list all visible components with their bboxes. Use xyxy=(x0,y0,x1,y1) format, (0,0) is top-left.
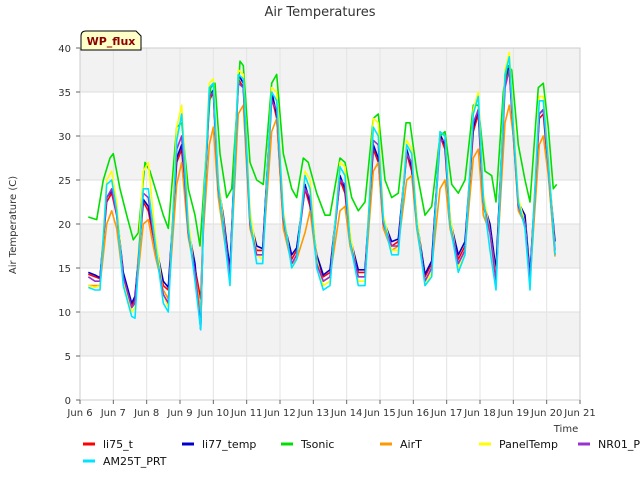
legend-item: PanelTemp xyxy=(479,438,558,451)
y-axis-title: Air Temperature (C) xyxy=(8,176,19,274)
legend-item: li77_temp xyxy=(182,438,256,451)
series-lines xyxy=(87,51,558,331)
series-line-tsonic xyxy=(88,60,558,247)
legend-label: Tsonic xyxy=(300,438,334,451)
plot-background xyxy=(80,48,580,400)
badge-label: WP_flux xyxy=(87,35,136,48)
x-tick-label: Jun 18 xyxy=(463,408,496,419)
legend-item: AM25T_PRT xyxy=(83,455,167,468)
plot-band xyxy=(80,136,580,180)
y-tick-label: 10 xyxy=(58,308,71,319)
legend-label: AM25T_PRT xyxy=(103,455,167,468)
x-tick-label: Jun 11 xyxy=(230,408,263,419)
x-tick-label: Jun 7 xyxy=(100,408,126,419)
x-tick-label: Jun 9 xyxy=(166,408,192,419)
y-axis-ticks: 0 5 10 15 20 25 30 35 40 xyxy=(58,44,80,407)
y-tick-label: 0 xyxy=(65,396,71,407)
x-tick-label: Jun 15 xyxy=(363,408,396,419)
y-tick-label: 20 xyxy=(58,220,71,231)
x-tick-label: Jun 20 xyxy=(530,408,563,419)
y-tick-label: 35 xyxy=(58,88,71,99)
legend-label: NR01_PRT xyxy=(598,438,640,451)
x-tick-label: Jun 6 xyxy=(66,408,92,419)
legend-item: AirT xyxy=(380,438,422,451)
x-tick-label: Jun 19 xyxy=(497,408,530,419)
x-tick-label: Jun 21 xyxy=(563,408,596,419)
y-tick-label: 15 xyxy=(58,264,71,275)
legend: li75_t li77_temp Tsonic AirT PanelTemp NR01_P… xyxy=(83,438,640,468)
legend-item: NR01_PRT xyxy=(578,438,640,451)
legend-label: AirT xyxy=(400,438,422,451)
station-badge: WP_flux xyxy=(80,30,142,51)
x-tick-label: Jun 10 xyxy=(197,408,230,419)
plot-band xyxy=(80,48,580,92)
legend-label: PanelTemp xyxy=(499,438,558,451)
plot-band xyxy=(80,312,580,356)
y-tick-label: 25 xyxy=(58,176,71,187)
legend-label: li75_t xyxy=(103,438,134,451)
legend-item: li75_t xyxy=(83,438,134,451)
badge-shape xyxy=(80,30,142,51)
y-tick-label: 40 xyxy=(58,44,71,55)
y-tick-label: 5 xyxy=(65,352,71,363)
x-tick-label: Jun 17 xyxy=(430,408,463,419)
chart-title: Air Temperatures xyxy=(264,5,375,20)
y-tick-label: 30 xyxy=(58,132,71,143)
x-tick-label: Jun 8 xyxy=(133,408,159,419)
x-tick-label: Jun 12 xyxy=(263,408,296,419)
legend-item: Tsonic xyxy=(281,438,334,451)
x-axis-ticks: Jun 6 Jun 7 Jun 8 Jun 9 Jun 10 Jun 11 Jun 12 Ju… xyxy=(66,400,596,419)
x-tick-label: Jun 13 xyxy=(297,408,330,419)
x-tick-label: Jun 16 xyxy=(397,408,430,419)
plot-band xyxy=(80,92,580,136)
x-axis-title: Time xyxy=(553,424,578,435)
series-line-am25t-prt xyxy=(88,56,556,331)
legend-label: li77_temp xyxy=(202,438,256,451)
plot-band xyxy=(80,356,580,400)
x-tick-label: Jun 14 xyxy=(330,408,363,419)
